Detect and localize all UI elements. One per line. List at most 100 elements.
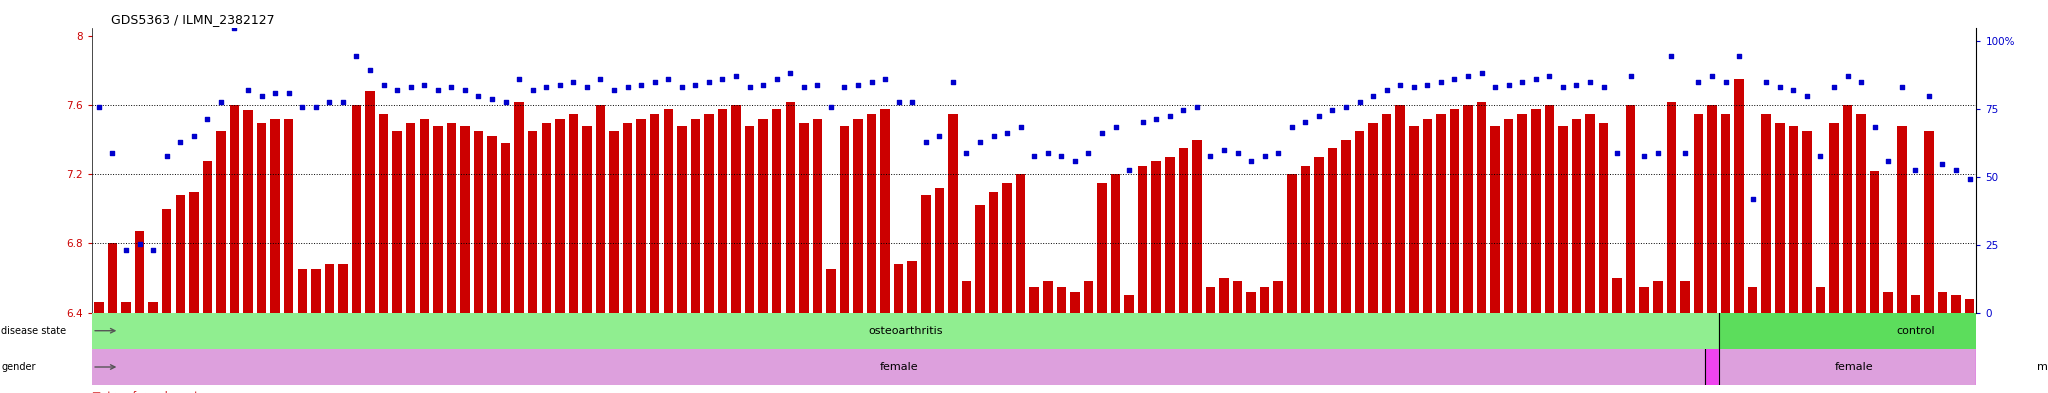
Bar — [1585, 114, 1595, 312]
Point — [1587, 84, 1620, 90]
Bar — [432, 126, 442, 312]
Point — [1384, 81, 1417, 88]
Point — [1317, 107, 1350, 113]
Bar — [1124, 295, 1135, 312]
Bar — [1098, 183, 1106, 312]
Point — [991, 130, 1024, 136]
Bar — [1829, 123, 1839, 312]
Bar — [705, 114, 713, 312]
Bar — [1776, 123, 1784, 312]
Point — [1411, 81, 1444, 88]
Bar — [270, 119, 281, 312]
Point — [1004, 124, 1036, 130]
Bar — [1817, 286, 1825, 312]
Bar — [379, 114, 389, 312]
Bar — [893, 264, 903, 312]
Bar — [420, 119, 428, 312]
Bar — [1124, 295, 1135, 312]
Bar — [1071, 292, 1079, 312]
Bar — [1110, 174, 1120, 312]
Bar — [1585, 114, 1595, 312]
Bar — [1368, 123, 1378, 312]
Bar — [338, 264, 348, 312]
Point — [748, 81, 780, 88]
Point — [1628, 152, 1661, 159]
Point — [1235, 158, 1268, 165]
Point — [707, 76, 739, 82]
Bar — [649, 114, 659, 312]
Bar — [866, 114, 877, 312]
Point — [1778, 87, 1810, 94]
Point — [1085, 130, 1118, 136]
Bar — [1315, 157, 1323, 312]
Bar — [1788, 126, 1798, 312]
Bar — [1708, 105, 1716, 312]
Bar — [473, 131, 483, 312]
Bar — [664, 109, 674, 312]
Point — [1288, 118, 1321, 125]
Bar — [1083, 281, 1094, 312]
Point — [1546, 84, 1579, 90]
Point — [1561, 81, 1593, 88]
Bar — [1477, 102, 1487, 312]
Bar — [514, 102, 524, 312]
Point — [1737, 195, 1769, 202]
Bar — [582, 126, 592, 312]
Bar — [109, 244, 117, 312]
Bar — [569, 114, 578, 312]
Bar — [1233, 281, 1243, 312]
Bar — [717, 109, 727, 312]
Bar — [1450, 109, 1458, 312]
Bar — [1952, 295, 1960, 312]
Bar — [610, 131, 618, 312]
Bar — [1450, 109, 1458, 312]
Bar — [1612, 278, 1622, 312]
Bar — [1788, 126, 1798, 312]
Bar — [244, 110, 252, 312]
Bar — [1491, 126, 1499, 312]
Bar — [1896, 126, 1907, 312]
Text: gender: gender — [0, 362, 35, 372]
Bar — [446, 123, 457, 312]
Bar — [502, 143, 510, 312]
Point — [1100, 124, 1133, 130]
Point — [123, 241, 156, 247]
Bar — [326, 264, 334, 312]
Bar — [881, 109, 891, 312]
Point — [1819, 84, 1851, 90]
Point — [1681, 79, 1714, 85]
Bar — [92, 28, 1976, 312]
Point — [1438, 76, 1470, 82]
Bar — [1247, 292, 1255, 312]
Point — [449, 87, 481, 94]
Bar — [203, 161, 213, 312]
Bar — [1071, 292, 1079, 312]
Bar — [555, 119, 565, 312]
Bar — [1640, 286, 1649, 312]
Point — [272, 90, 305, 96]
Bar — [664, 109, 674, 312]
Bar — [1057, 286, 1067, 312]
Point — [1356, 93, 1389, 99]
Bar — [582, 126, 592, 312]
Bar — [420, 119, 428, 312]
Bar — [1139, 166, 1147, 312]
Bar — [813, 119, 821, 312]
Bar — [1976, 349, 1991, 385]
Bar — [270, 119, 281, 312]
Bar — [1718, 312, 1976, 349]
Point — [827, 84, 860, 90]
Bar — [1747, 286, 1757, 312]
Bar — [338, 264, 348, 312]
Point — [1655, 53, 1688, 59]
Bar — [1667, 102, 1675, 312]
Bar — [541, 123, 551, 312]
Point — [150, 152, 182, 159]
Bar — [799, 123, 809, 312]
Bar — [1260, 286, 1270, 312]
Bar — [1477, 102, 1487, 312]
Point — [408, 81, 440, 88]
Point — [475, 95, 508, 102]
Bar — [678, 126, 686, 312]
Bar — [1964, 299, 1974, 312]
